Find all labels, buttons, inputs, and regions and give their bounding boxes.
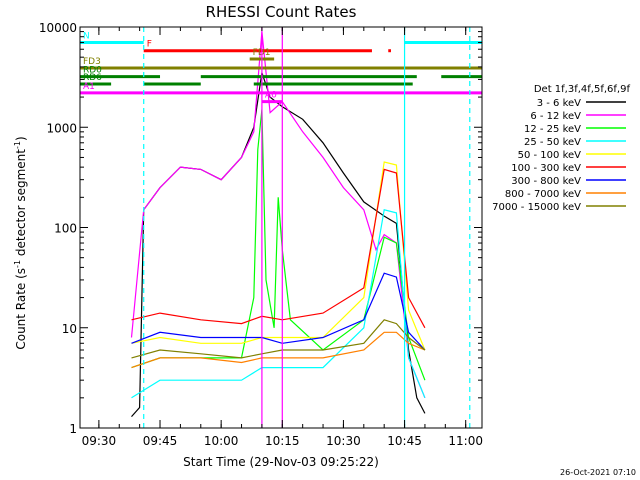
y-tick-label: 10: [62, 322, 77, 336]
legend-label-6-12-kev: 6 - 12 keV: [530, 111, 581, 122]
series-line-7000-15000-kev: [131, 319, 426, 359]
series-line-12-25-kev: [131, 109, 426, 381]
y-tick-label: 10000: [39, 21, 77, 35]
x-tick-label: 11:00: [448, 434, 483, 448]
marker-layer: [143, 27, 471, 428]
flag-label-f: F: [147, 40, 152, 50]
flag-label-a0: A0: [265, 91, 277, 101]
y-tick-label: 100: [54, 222, 77, 236]
series-line-3-6-kev: [131, 72, 426, 417]
y-axis-label-end: ): [14, 136, 28, 141]
x-tick-label: 10:30: [326, 434, 361, 448]
legend-label-3-6-kev: 3 - 6 keV: [537, 98, 581, 109]
y-axis-label-exp1: -1: [13, 260, 22, 268]
legend-label-25-50-kev: 25 - 50 keV: [524, 137, 581, 148]
x-tick-label: 10:15: [265, 434, 300, 448]
x-tick-label: 09:30: [82, 434, 117, 448]
flag-label-fd3: FD3: [83, 57, 101, 67]
flag-label-a1: A1: [83, 82, 95, 92]
x-axis-label: Start Time (29-Nov-03 09:25:22): [183, 455, 379, 469]
legend-header: Det 1f,3f,4f,5f,6f,9f: [534, 84, 631, 95]
y-axis-label-exp2: -1: [13, 141, 22, 149]
y-axis-label-middle: detector segment: [14, 149, 28, 260]
legend-label-300-800-kev: 300 - 800 keV: [511, 176, 581, 187]
y-axis-label: Count Rate (s-1 detector segment-1): [13, 136, 28, 349]
flag-label-n: N: [83, 32, 90, 42]
series-line-25-50-kev: [131, 209, 426, 399]
x-tick-label: 10:00: [204, 434, 239, 448]
y-axis-label-main: Count Rate (s: [14, 268, 28, 350]
axis-layer: 1 10 100 1000 10000 09:30 09:45 10:00 10:15 10:30…: [39, 21, 483, 448]
chart-title: RHESSI Count Rates: [206, 3, 357, 21]
legend-label-100-300-kev: 100 - 300 keV: [511, 163, 581, 174]
y-tick-label: 1: [69, 422, 77, 436]
series-line-300-800-kev: [131, 272, 426, 351]
legend-label-800-7000-kev: 800 - 7000 keV: [505, 189, 581, 200]
x-tick-label: 09:45: [143, 434, 178, 448]
legend: 3 - 6 keV 6 - 12 keV 12 - 25 keV 25 - 50 ke…: [492, 98, 626, 213]
flag-layer: NFFD1FD3RD0RD6A1A0: [80, 32, 482, 104]
legend-label-7000-15000-kev: 7000 - 15000 keV: [492, 202, 581, 213]
x-tick-label: 10:45: [387, 434, 422, 448]
legend-label-50-100-kev: 50 - 100 keV: [518, 150, 582, 161]
flag-label-rd0: RD0: [83, 66, 102, 76]
footer-timestamp: 26-Oct-2021 07:10: [560, 468, 636, 477]
series-line-100-300-kev: [131, 168, 426, 329]
series-line-6-12-kev: [130, 31, 426, 399]
flag-label-rd6: RD6: [83, 73, 102, 83]
svg-text:Count Rate (s-1 detector segme: Count Rate (s-1 detector segment-1): [13, 136, 28, 349]
legend-label-12-25-kev: 12 - 25 keV: [524, 124, 581, 135]
series-layer: [130, 31, 426, 417]
y-tick-label: 1000: [46, 121, 77, 135]
series-line-800-7000-kev: [131, 331, 426, 369]
